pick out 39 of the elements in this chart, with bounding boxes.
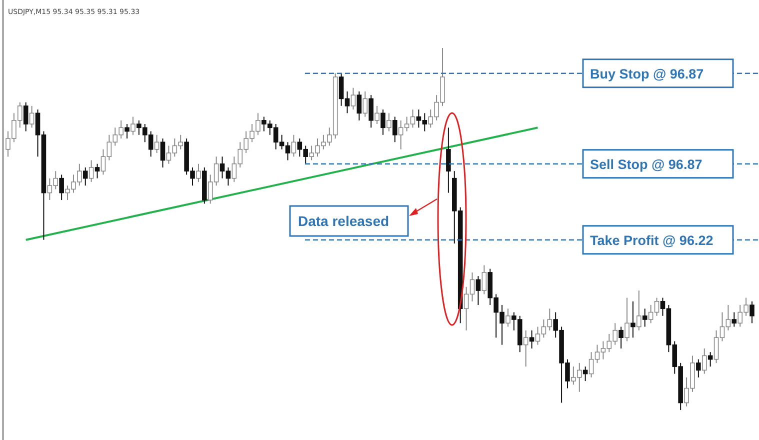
candlestick xyxy=(482,264,487,295)
candlestick xyxy=(374,105,380,125)
candlestick xyxy=(88,160,94,182)
candlestick xyxy=(29,105,34,128)
candlestick xyxy=(130,116,136,136)
candlestick xyxy=(642,308,648,328)
candlestick xyxy=(380,109,386,136)
ref-line-label: Take Profit @ 96.22 xyxy=(590,232,714,248)
candlestick xyxy=(446,127,451,194)
candlestick xyxy=(196,163,201,182)
candlestick xyxy=(630,300,636,338)
candlestick xyxy=(94,163,100,179)
annotation: Data released xyxy=(298,213,390,229)
candlestick xyxy=(636,290,642,331)
candlestick xyxy=(750,300,754,324)
ref-line-label: Buy Stop @ 96.87 xyxy=(590,66,704,82)
candlestick xyxy=(356,90,362,121)
candlestick xyxy=(732,312,737,328)
candlestick xyxy=(529,330,534,349)
candlestick xyxy=(506,308,510,328)
candlestick xyxy=(23,102,28,132)
candlestick xyxy=(350,87,356,110)
candlestick xyxy=(160,138,166,168)
candlestick xyxy=(624,297,630,342)
candlestick xyxy=(59,174,64,201)
candlestick xyxy=(702,348,707,374)
candlestick xyxy=(154,134,160,154)
candlestick xyxy=(392,116,398,143)
ref-line-label: Sell Stop @ 96.87 xyxy=(590,156,702,172)
candlestick xyxy=(386,112,392,132)
candlestick xyxy=(618,326,624,349)
candlestick xyxy=(368,94,374,128)
candlestick xyxy=(82,166,88,186)
candlestick xyxy=(124,124,130,139)
candlestick xyxy=(291,134,296,158)
candlestick xyxy=(696,358,701,378)
candlestick xyxy=(362,90,368,118)
candlestick xyxy=(476,276,481,306)
candlestick xyxy=(523,330,528,368)
